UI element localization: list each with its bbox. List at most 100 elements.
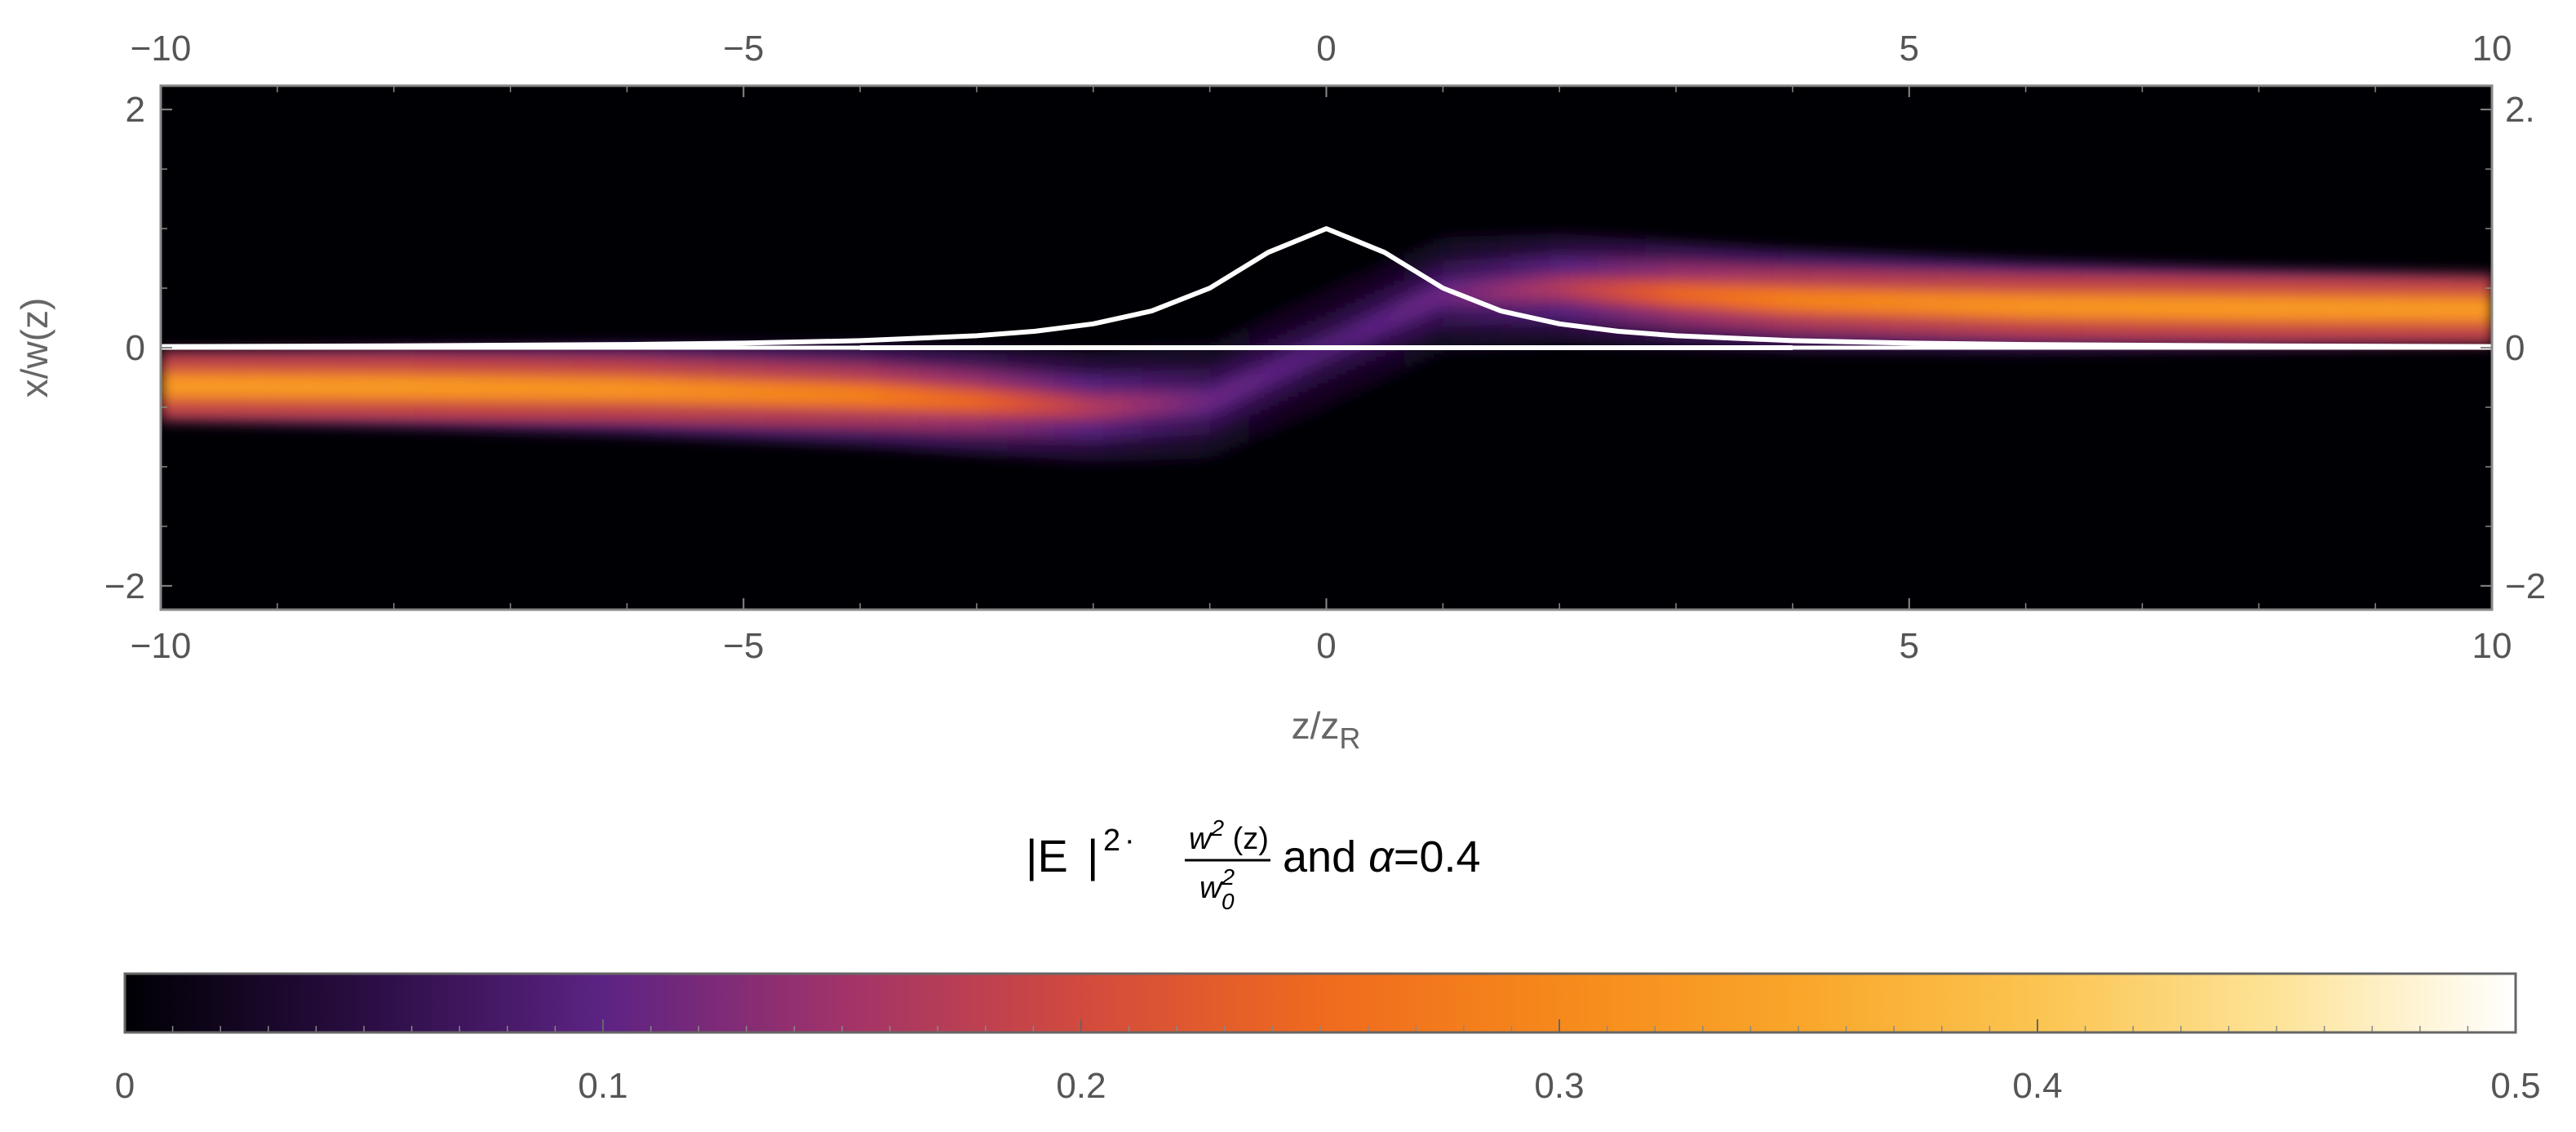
heatmap-column: [1433, 238, 1444, 354]
heatmap-column: [1355, 273, 1367, 391]
title-abs-open: |E: [1026, 830, 1068, 881]
heatmap-column: [840, 344, 852, 445]
title-abs-close: |: [1087, 830, 1099, 881]
heatmap-column: [1462, 236, 1474, 350]
heatmap-column: [2404, 271, 2415, 347]
x-tick-label: 0: [1316, 626, 1336, 666]
heatmap-column: [335, 347, 347, 427]
heatmap-column: [1637, 239, 1648, 346]
heatmap-column: [1161, 347, 1173, 460]
title-alpha-text: and α=0.4: [1283, 832, 1481, 881]
heatmap-column: [2268, 268, 2280, 349]
heatmap-column: [1199, 344, 1211, 459]
heatmap-column: [597, 344, 609, 434]
heatmap-column: [1171, 346, 1182, 459]
y-tick-label: 0: [126, 328, 145, 368]
heatmap-column: [928, 347, 939, 451]
heatmap-column: [753, 344, 765, 441]
colorbar-tick-label: 0.3: [1534, 1066, 1584, 1106]
heatmap-column: [938, 348, 949, 451]
heatmap-column: [1734, 246, 1745, 348]
heatmap-column: [1763, 248, 1775, 350]
heatmap-column: [2055, 261, 2066, 351]
heatmap-column: [1491, 235, 1502, 348]
heatmap-column: [1685, 242, 1696, 348]
heatmap-column: [995, 349, 1007, 455]
heatmap-column: [1306, 295, 1318, 414]
heatmap-column: [2142, 264, 2153, 350]
heatmap-column: [918, 347, 929, 451]
heatmap-column: [1520, 234, 1532, 346]
heatmap-layer: [161, 233, 2492, 462]
heatmap-column: [267, 348, 278, 424]
heatmap-column: [384, 346, 395, 428]
heatmap-column: [2200, 266, 2211, 350]
heatmap-column: [986, 349, 997, 455]
heatmap-column: [1792, 250, 1803, 350]
heatmap-column: [627, 344, 638, 435]
heatmap-column: [423, 346, 434, 429]
x-axis-bottom: −10 −5 0 5 10: [131, 598, 2512, 666]
heatmap-column: [180, 349, 191, 423]
heatmap-column: [1938, 256, 1949, 351]
heatmap-column: [219, 348, 230, 424]
heatmap-column: [1190, 344, 1201, 459]
heatmap-column: [403, 346, 415, 428]
heatmap-column: [860, 345, 871, 446]
heatmap-column: [1899, 255, 1910, 351]
heatmap-column: [568, 344, 579, 433]
colorbar-ticks: 0 0.1 0.2 0.3 0.4 0.5: [115, 1019, 2541, 1106]
heatmap-column: [2035, 261, 2046, 352]
heatmap-column: [908, 347, 920, 450]
heatmap-column: [1656, 240, 1668, 346]
heatmap-column: [2288, 269, 2299, 348]
y-axis-right: −2 0 2.: [2481, 90, 2546, 606]
heatmap-column: [1346, 277, 1357, 396]
heatmap-column: [1102, 351, 1114, 462]
colorbar-tick-label: 0: [115, 1066, 135, 1106]
colorbar-frame: [123, 972, 2517, 1034]
x-top-tick-label: −10: [131, 29, 192, 69]
colorbar-tick-label: 0.2: [1056, 1066, 1106, 1106]
heatmap-column: [1540, 233, 1551, 344]
x-tick-label: 5: [1900, 626, 1919, 666]
heatmap-column: [2385, 271, 2396, 347]
heatmap-column: [1724, 245, 1736, 348]
x-top-tick-label: 5: [1900, 29, 1919, 69]
heatmap-column: [2472, 273, 2484, 346]
heatmap-column: [743, 344, 755, 441]
title-power: 2: [1103, 823, 1120, 858]
heatmap-column: [2433, 272, 2445, 347]
heatmap-column: [199, 349, 211, 423]
heatmap-column: [2394, 271, 2405, 347]
heatmap-column: [1666, 241, 1678, 347]
heatmap-column: [452, 345, 463, 430]
heatmap-column: [2482, 273, 2492, 346]
heatmap-column: [1617, 237, 1629, 345]
heatmap-column: [1889, 255, 1900, 351]
heatmap-column: [1676, 242, 1687, 347]
heatmap-column: [2122, 264, 2134, 351]
heatmap-column: [1714, 244, 1726, 348]
heatmap-column: [889, 346, 900, 448]
heatmap-column: [636, 344, 648, 436]
colorbar-tick-label: 0.1: [578, 1066, 627, 1106]
heatmap-column: [2336, 269, 2348, 348]
x-top-tick-label: −5: [723, 29, 764, 69]
heatmap-column: [2045, 261, 2056, 352]
y-tick-label: −2: [104, 566, 145, 606]
heatmap-column: [675, 344, 686, 437]
heatmap-column: [228, 348, 240, 424]
heatmap-column: [1928, 256, 1940, 351]
heatmap-column: [490, 345, 502, 431]
heatmap-column: [471, 345, 482, 430]
heatmap-column: [1005, 349, 1017, 456]
heatmap-column: [1035, 350, 1046, 459]
overlay-layer: [161, 226, 2492, 350]
heatmap-column: [326, 347, 337, 426]
y-tick-label: 2: [126, 90, 145, 130]
heatmap-column: [1773, 249, 1784, 350]
heatmap-column: [782, 344, 793, 442]
heatmap-column: [2326, 269, 2338, 348]
